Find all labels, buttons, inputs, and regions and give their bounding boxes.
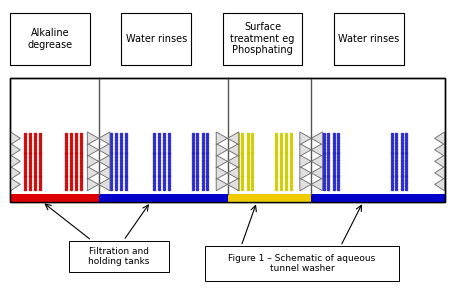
Bar [69,241,169,272]
Text: Water rinses: Water rinses [338,34,399,44]
Polygon shape [10,166,20,179]
Text: Figure 1 – Schematic of aqueous
tunnel washer: Figure 1 – Schematic of aqueous tunnel w… [228,254,376,273]
Polygon shape [300,166,311,179]
Polygon shape [87,166,99,179]
Polygon shape [99,178,110,191]
Text: Alkaline
degrease: Alkaline degrease [27,28,72,50]
Bar [99,194,228,202]
Polygon shape [228,132,239,145]
Polygon shape [435,166,445,179]
Bar [10,78,445,202]
Bar [10,13,90,65]
Polygon shape [10,155,20,168]
Polygon shape [228,155,239,168]
Text: Filtration and
holding tanks: Filtration and holding tanks [88,247,150,266]
Polygon shape [300,132,311,145]
Polygon shape [99,166,110,179]
Polygon shape [311,143,323,156]
Polygon shape [87,155,99,168]
Polygon shape [311,155,323,168]
Polygon shape [300,143,311,156]
Polygon shape [216,166,228,179]
Polygon shape [435,155,445,168]
Polygon shape [435,132,445,145]
Polygon shape [99,143,110,156]
Bar [10,194,99,202]
Polygon shape [216,155,228,168]
Polygon shape [87,132,99,145]
Bar [121,13,191,65]
Polygon shape [10,143,20,156]
Polygon shape [87,178,99,191]
Polygon shape [10,132,20,145]
Polygon shape [87,143,99,156]
Polygon shape [216,178,228,191]
Polygon shape [311,166,323,179]
Polygon shape [228,166,239,179]
Polygon shape [216,143,228,156]
Polygon shape [311,132,323,145]
Bar [334,13,404,65]
Bar [10,78,445,202]
Polygon shape [99,155,110,168]
Polygon shape [435,178,445,191]
Polygon shape [99,132,110,145]
Bar [228,194,311,202]
Polygon shape [300,178,311,191]
Bar [311,194,445,202]
Bar [223,13,302,65]
Text: Water rinses: Water rinses [126,34,187,44]
Polygon shape [300,155,311,168]
Polygon shape [435,143,445,156]
Polygon shape [10,178,20,191]
Polygon shape [228,143,239,156]
Bar [205,246,399,281]
Text: Surface
treatment eg
Phosphating: Surface treatment eg Phosphating [230,22,295,56]
Polygon shape [311,178,323,191]
Polygon shape [228,178,239,191]
Polygon shape [216,132,228,145]
